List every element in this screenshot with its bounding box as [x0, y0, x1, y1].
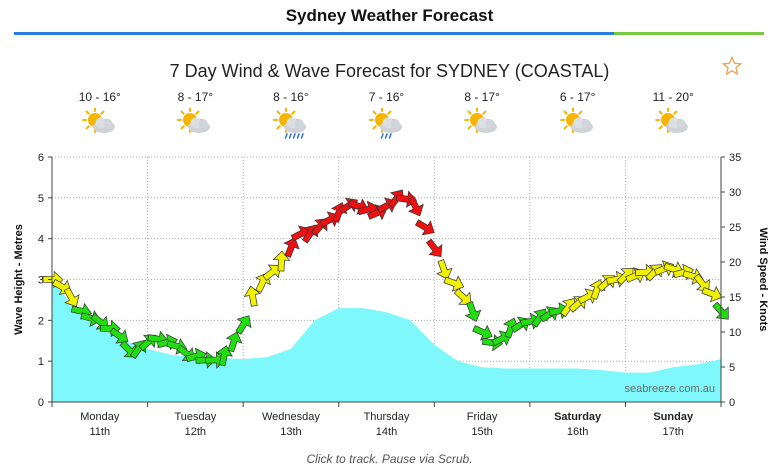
y-tick-label-left: 3: [38, 275, 44, 287]
y-tick-label-left: 5: [38, 193, 44, 205]
x-tick-label-date: 14th: [376, 426, 397, 438]
y-axis-title-right: Wind Speed - Knots: [757, 228, 769, 332]
wind-arrows: [42, 189, 729, 369]
y-tick-label-left: 2: [38, 315, 44, 327]
x-tick-label-date: 12th: [185, 426, 206, 438]
day-temp-range: 8 - 16°: [273, 90, 309, 104]
wind-arrow: [414, 219, 435, 236]
y-tick-label-right: 20: [729, 257, 741, 269]
y-tick-label-right: 10: [729, 327, 741, 339]
y-tick-label-left: 4: [38, 234, 44, 246]
day-temp-range: 11 - 20°: [652, 90, 694, 104]
sun-cloud-icon: [177, 107, 213, 140]
y-tick-label-right: 15: [729, 292, 741, 304]
wind-arrow: [63, 287, 80, 308]
y-tick-label-left: 0: [38, 397, 44, 409]
x-tick-label-day: Sunday: [653, 411, 694, 423]
x-tick-label-date: 17th: [663, 426, 684, 438]
day-temp-range: 8 - 17°: [464, 90, 500, 104]
wind-arrow: [464, 301, 482, 322]
y-tick-label-right: 25: [729, 222, 741, 234]
chart-watermark: seabreeze.com.au: [625, 383, 716, 395]
x-tick-label-day: Saturday: [554, 411, 602, 423]
wind-arrow: [283, 237, 300, 258]
wind-arrow: [701, 285, 723, 303]
x-tick-label-day: Tuesday: [174, 411, 216, 423]
wind-arrow: [262, 264, 281, 281]
wave-height-area: [52, 277, 721, 402]
x-tick-label-date: 16th: [567, 426, 588, 438]
sun-cloud-shower-icon: [368, 107, 405, 140]
chart-footer-note: Click to track. Pause via Scrub.: [306, 452, 473, 466]
day-temp-range: 8 - 17°: [177, 90, 214, 104]
x-tick-label-day: Friday: [467, 411, 498, 423]
x-tick-label-date: 11th: [89, 426, 110, 438]
sun-cloud-icon: [655, 107, 691, 140]
y-tick-label-right: 5: [729, 362, 735, 374]
chart-axes: 0 1 2 3 4 5 6 0 5 10 15 20 25 30 35 Wave Height - Metre…: [13, 152, 769, 438]
sun-cloud-icon: [464, 107, 500, 140]
page-title: Sydney Weather Forecast: [285, 6, 494, 25]
x-tick-label-date: 13th: [280, 426, 301, 438]
y-tick-label-right: 30: [729, 187, 741, 199]
chart-title: 7 Day Wind & Wave Forecast for SYDNEY (C…: [169, 61, 610, 81]
x-tick-label-date: 15th: [471, 426, 492, 438]
sun-cloud-icon: [81, 107, 118, 140]
day-temp-range: 6 - 17°: [559, 90, 596, 104]
wind-arrow: [225, 331, 243, 353]
wind-arrow: [425, 238, 443, 258]
wind-arrow: [407, 196, 424, 217]
wind-arrow: [453, 288, 472, 305]
wind-arrow: [436, 259, 453, 280]
y-axis-title-left: Wave Height - Metres: [13, 224, 25, 335]
wind-arrow: [109, 327, 129, 344]
sun-cloud-rain-icon: [272, 107, 309, 140]
y-tick-label-left: 1: [38, 356, 44, 368]
day-temp-range: 7 - 16°: [368, 90, 405, 104]
star-outline-icon[interactable]: [722, 56, 742, 76]
x-tick-label-day: Wednesday: [262, 411, 320, 423]
title-divider: [14, 32, 764, 35]
y-tick-label-right: 35: [729, 152, 741, 164]
x-tick-label-day: Thursday: [364, 411, 410, 423]
wind-arrow: [215, 345, 233, 367]
y-tick-label-left: 6: [38, 152, 44, 164]
x-tick-label-day: Monday: [80, 411, 120, 423]
wind-arrow: [235, 315, 252, 335]
sun-cloud-icon: [559, 107, 596, 140]
y-tick-label-right: 0: [729, 397, 735, 409]
wind-arrow: [472, 324, 493, 341]
day-temp-range: 10 - 16°: [78, 90, 121, 104]
